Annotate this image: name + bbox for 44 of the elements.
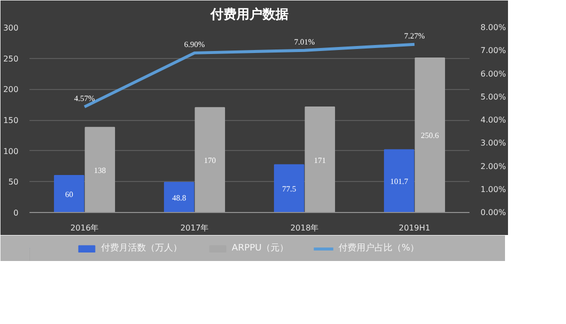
bar xyxy=(164,182,194,212)
y-tick-label: 150 xyxy=(3,116,19,125)
y2-tick-label: 5.00% xyxy=(480,92,506,102)
data-label: 7.27% xyxy=(404,31,426,40)
bar xyxy=(84,126,116,212)
y-tick-label: 50 xyxy=(8,178,19,187)
data-label: 60 xyxy=(65,190,74,199)
data-label: 171 xyxy=(314,156,326,165)
bar xyxy=(274,164,304,212)
chart-title: 付费用户数据 xyxy=(210,6,288,22)
data-label: 170 xyxy=(204,156,216,166)
bar xyxy=(54,175,84,212)
data-label: 250.6 xyxy=(420,131,439,140)
y2-tick-label: 4.00% xyxy=(480,116,506,124)
x-tick-label: 2016年 xyxy=(70,224,99,232)
y2-tick-label: 3.00% xyxy=(480,138,506,148)
data-label: 138 xyxy=(94,166,106,175)
y2-tick-label: 6.00% xyxy=(480,69,506,78)
data-label: 6.90% xyxy=(184,40,206,49)
y-tick-label: 0 xyxy=(13,208,19,218)
y-tick-label: 100 xyxy=(3,146,19,156)
legend-label: ARPPU（元） xyxy=(232,242,289,254)
bar xyxy=(304,106,336,212)
bar xyxy=(194,107,226,212)
data-label: 48.8 xyxy=(172,193,186,202)
y2-tick-label: 8.00% xyxy=(480,23,506,32)
y2-tick-label: 1.00% xyxy=(480,184,506,194)
y2-tick-label: 0.00% xyxy=(480,208,506,217)
data-label: 7.01% xyxy=(294,37,316,46)
data-label: 4.57% xyxy=(74,94,96,103)
y-tick-label: 300 xyxy=(3,24,19,32)
data-label: 101.7 xyxy=(390,177,408,186)
legend-label: 付费月活数（万人） xyxy=(100,242,182,254)
y-tick-label: 250 xyxy=(3,54,19,64)
bar xyxy=(384,149,414,212)
x-tick-label: 2018年 xyxy=(290,224,319,232)
y2-tick-label: 7.00% xyxy=(480,46,506,56)
legend-label: 付费用户占比（%） xyxy=(338,242,420,254)
x-tick-label: 2019H1 xyxy=(398,224,430,232)
x-tick-label: 2017年 xyxy=(180,224,209,232)
y-tick-label: 200 xyxy=(3,85,19,94)
data-label: 77.5 xyxy=(282,184,296,194)
bar xyxy=(414,57,446,212)
y2-tick-label: 2.00% xyxy=(480,162,506,171)
